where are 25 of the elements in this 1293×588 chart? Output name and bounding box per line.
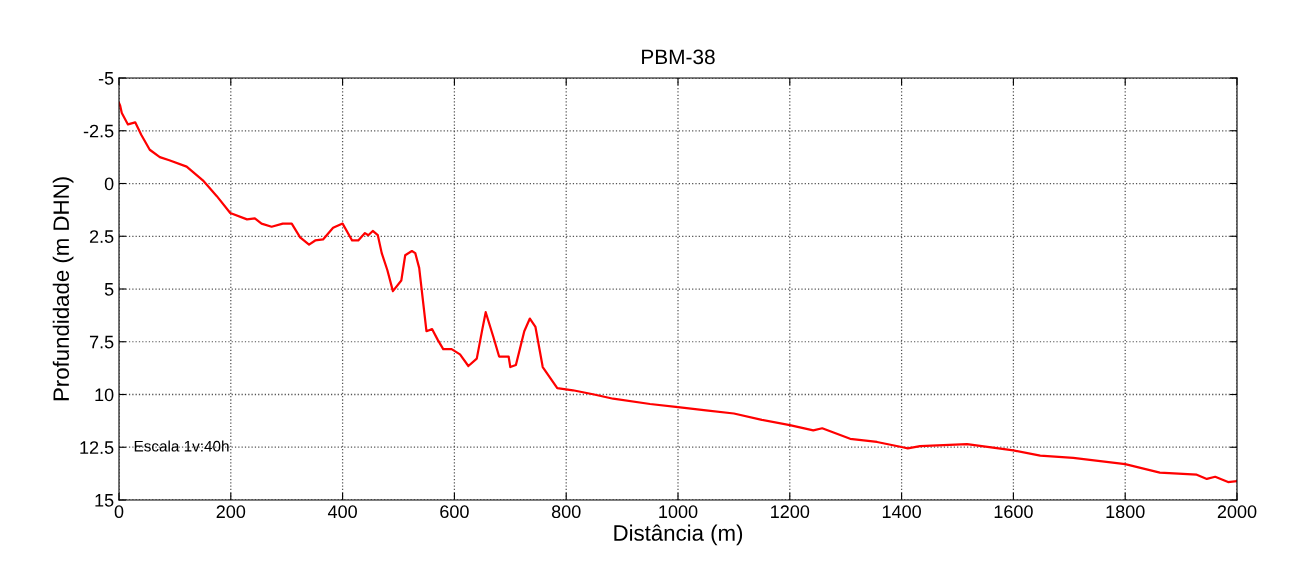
x-tick-label: 1800 [1106, 505, 1145, 519]
x-tick-label: 600 [440, 505, 469, 519]
y-tick-label: 12.5 [80, 441, 114, 454]
y-tick-label: 5 [104, 283, 114, 296]
y-tick-label: -5 [98, 72, 114, 85]
y-tick-label: 2.5 [89, 230, 114, 243]
x-tick-label: 800 [551, 505, 581, 519]
y-tick-label: -2.5 [83, 124, 114, 138]
line-series [119, 101, 1237, 484]
x-tick-label: 1400 [882, 505, 921, 519]
y-tick-label: 10 [95, 388, 114, 402]
y-axis-title: Profundidade (m DHN) [52, 177, 74, 401]
y-tick-label: 15 [95, 494, 114, 507]
y-tick-label: 0 [104, 177, 114, 191]
y-tick-label: 7.5 [89, 335, 114, 349]
x-tick-label: 2000 [1217, 505, 1257, 519]
chart-title: PBM-38 [642, 49, 715, 65]
x-tick-label: 0 [114, 505, 124, 519]
x-axis-title: Distância (m) [614, 524, 743, 546]
x-tick-label: 1000 [659, 505, 698, 519]
x-tick-label: 1600 [994, 505, 1033, 519]
x-tick-label: 400 [327, 505, 357, 519]
annotation: Escala 1v:40h [134, 440, 229, 452]
x-tick-label: 200 [216, 505, 246, 519]
x-tick-label: 1200 [771, 505, 810, 519]
